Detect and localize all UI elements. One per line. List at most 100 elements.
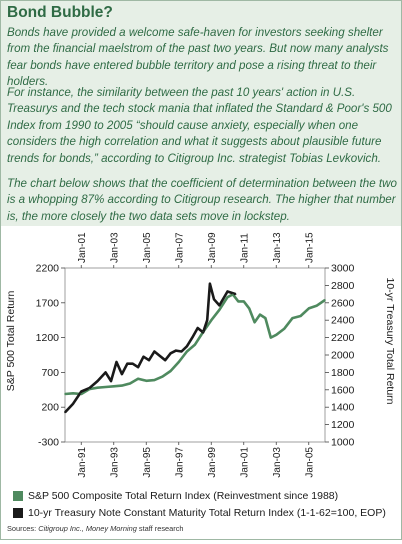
- treasury-point: [209, 282, 211, 285]
- right-tick-label: 1000: [331, 437, 355, 449]
- series-line-treasury: [64, 282, 236, 414]
- treasury-point: [218, 304, 221, 307]
- treasury-point: [131, 362, 134, 365]
- sp500-point: [232, 293, 234, 296]
- bottom-tick-label: Jan-95: [142, 447, 153, 478]
- sp500-point: [237, 300, 240, 303]
- treasury-point: [121, 373, 123, 375]
- right-tick-label: 1400: [331, 402, 355, 414]
- source-prefix: Sources:: [7, 524, 39, 533]
- treasury-point: [180, 350, 183, 353]
- bond-bubble-chart: -300 200 700 1200 1700 2200 1000 1200 1400 1600 18…: [1, 226, 401, 539]
- treasury-point: [142, 355, 145, 358]
- sp500-point: [153, 379, 156, 381]
- right-tick-label: 2600: [331, 297, 355, 309]
- treasury-point: [202, 331, 204, 334]
- left-tick-label: 1200: [36, 332, 60, 344]
- top-tick-label: Jan-01: [77, 232, 88, 263]
- sp500-point: [121, 384, 123, 387]
- chart-panel: -300 200 700 1200 1700 2200 1000 1200 1400 1600 18…: [1, 226, 401, 539]
- sp500-point: [253, 321, 256, 324]
- bottom-tick-label: Jan-97: [174, 447, 185, 478]
- treasury-point: [226, 290, 229, 293]
- right-tick-label: 1800: [331, 367, 355, 379]
- sp500-point: [169, 370, 172, 372]
- treasury-point: [158, 355, 161, 357]
- right-tick-label: 3000: [331, 263, 355, 275]
- sp500-point: [104, 386, 107, 388]
- source-italic: Citigroup Inc., Money Morning: [38, 524, 137, 533]
- bottom-tick-label: Jan-91: [77, 447, 88, 478]
- sp500-point: [186, 350, 188, 353]
- treasury-point: [175, 349, 177, 352]
- article-title: Bond Bubble?: [7, 4, 113, 21]
- sp500-point: [161, 375, 164, 378]
- sp500-point: [96, 386, 99, 389]
- sp500-point: [210, 319, 213, 321]
- treasury-point: [96, 380, 99, 382]
- paragraph-chart-intro: The chart below shows that the coefficie…: [7, 177, 397, 223]
- sp500-point: [299, 315, 302, 317]
- sp500-point: [145, 379, 148, 382]
- paragraph-quote: For instance, the similarity between the…: [7, 86, 392, 165]
- right-tick-label: 2000: [331, 350, 355, 362]
- treasury-point: [64, 411, 66, 414]
- sp500-point: [226, 296, 229, 299]
- right-tick-label: 2200: [331, 332, 355, 344]
- treasury-point: [126, 362, 129, 365]
- left-tick-label: 1700: [36, 297, 60, 309]
- top-tick-label: Jan-13: [272, 232, 283, 263]
- sp500-point: [129, 382, 131, 385]
- sp500-point: [324, 299, 326, 301]
- sp500-point: [283, 327, 286, 330]
- bottom-tick-label: Jan-93: [109, 447, 120, 478]
- left-tick-label: 200: [41, 402, 59, 414]
- sp500-point: [177, 361, 180, 363]
- left-axis-title: S&P 500 Total Return: [5, 291, 17, 392]
- treasury-point: [164, 359, 167, 362]
- sp500-point: [270, 336, 272, 339]
- top-tick-label: Jan-05: [142, 232, 153, 263]
- treasury-point: [148, 359, 150, 362]
- right-axis-title: 10-yr Treasury Total Return: [384, 277, 396, 404]
- left-tick-label: 700: [41, 367, 59, 379]
- bottom-tick-label: Jan-05: [304, 447, 315, 478]
- sp500-point: [137, 377, 139, 380]
- treasury-point: [206, 319, 208, 321]
- sp500-point: [275, 334, 278, 336]
- top-tick-label: Jan-03: [109, 232, 120, 263]
- bottom-tick-label: Jan-01: [239, 447, 250, 478]
- bottom-tick-label: Jan-99: [207, 447, 218, 478]
- series-line-sp500: [64, 293, 326, 396]
- sp500-point: [307, 307, 310, 310]
- legend-label-sp500: S&P 500 Composite Total Return Index (Re…: [28, 490, 339, 502]
- top-tick-label: Jan-15: [304, 232, 315, 263]
- right-tick-label: 1600: [331, 384, 355, 396]
- treasury-point: [104, 371, 107, 374]
- legend-swatch-treasury: [13, 508, 23, 518]
- treasury-point: [153, 350, 156, 353]
- top-tick-label: Jan-09: [207, 232, 218, 263]
- sp500-point: [248, 307, 250, 310]
- top-tick-label: Jan-11: [239, 233, 250, 263]
- source-note: Sources: Citigroup Inc., Money Morning s…: [7, 524, 184, 533]
- treasury-point: [191, 336, 194, 339]
- treasury-point: [88, 387, 91, 389]
- paragraph-intro: Bonds have provided a welcome safe-haven…: [7, 26, 389, 89]
- treasury-point: [72, 402, 74, 405]
- sp500-point: [72, 392, 74, 395]
- treasury-point: [80, 390, 83, 393]
- treasury-point: [213, 298, 215, 301]
- treasury-point: [169, 352, 172, 355]
- treasury-point: [110, 380, 112, 382]
- sp500-point: [64, 393, 66, 395]
- chart-background: [1, 226, 401, 539]
- legend-item-treasury: 10-yr Treasury Note Constant Maturity To…: [13, 507, 386, 519]
- legend-label-treasury: 10-yr Treasury Note Constant Maturity To…: [28, 507, 386, 519]
- treasury-point: [186, 345, 188, 348]
- treasury-point: [115, 361, 118, 363]
- treasury-point: [234, 293, 237, 295]
- sp500-point: [291, 317, 294, 319]
- right-tick-label: 2800: [331, 280, 355, 292]
